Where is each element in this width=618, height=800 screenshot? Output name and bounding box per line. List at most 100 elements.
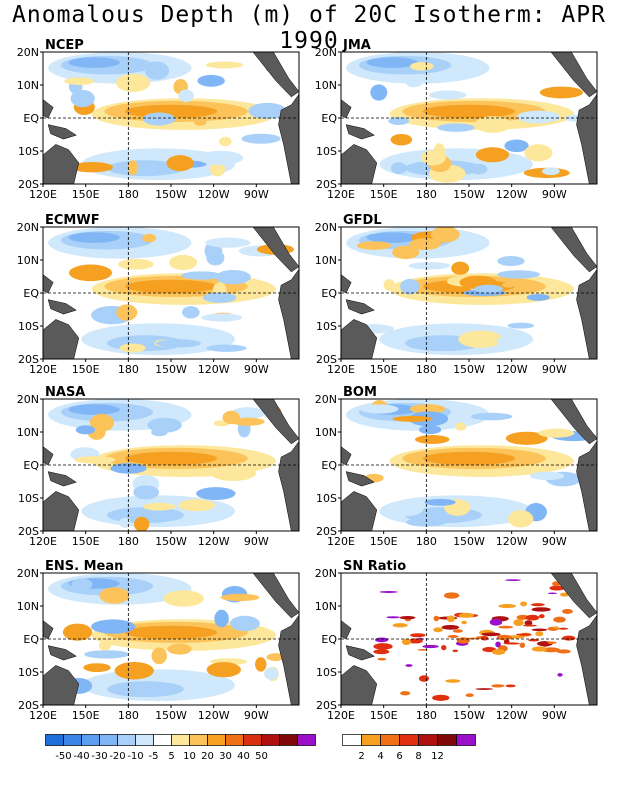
x-tick-label: 150E [72, 535, 100, 548]
anomaly-contour [491, 684, 505, 688]
anomaly-contour [456, 637, 471, 644]
x-tick-label: 120W [198, 535, 230, 548]
anomaly-contour [229, 615, 260, 632]
anomaly-contour [557, 673, 563, 677]
x-tick-label: 120W [496, 709, 528, 722]
anomaly-contour [193, 118, 207, 126]
x-tick-label: 150W [155, 535, 187, 548]
anomaly-contour [151, 427, 168, 437]
x-tick-label: 90W [244, 363, 269, 376]
anomaly-contour [99, 587, 130, 604]
anomaly-contour [556, 649, 571, 654]
sn-ratio-colorbar: 2 4 6 8 12 [342, 734, 476, 762]
panel-title: BOM [343, 385, 377, 400]
anomaly-contour [91, 619, 136, 634]
colorbar-label: -30 [91, 751, 107, 762]
y-tick-label: 10S [316, 320, 337, 333]
land-mass [47, 124, 77, 140]
y-tick-label: 20N [17, 567, 39, 580]
panel-title: SN Ratio [343, 559, 406, 574]
anomaly-contour [401, 638, 411, 645]
map-panel: 120E 150E 180 150W 120W 90W 20N 10N EQ 10S 20S ENS.… [0, 553, 316, 725]
anomaly-contour [392, 415, 433, 422]
anomaly-contour [70, 89, 95, 108]
anomaly-contour [474, 284, 503, 294]
land-mass [576, 93, 597, 184]
anomaly-contour [496, 336, 516, 346]
anomaly-contour [71, 578, 93, 591]
land-mass [47, 645, 77, 661]
anomaly-contour [433, 615, 440, 622]
y-tick-label: EQ [23, 287, 39, 300]
anomaly-contour [383, 279, 395, 291]
anomaly-contour [410, 633, 426, 638]
colorbar-label: 2 [358, 751, 364, 762]
y-tick-label: 10N [315, 426, 337, 439]
anomaly-contour [424, 498, 456, 506]
map-panel: 120E 150E 180 150W 120W 90W 20N 10N EQ 10S 20S JMA [298, 32, 614, 204]
anomaly-contour [519, 642, 526, 648]
anomaly-contour [437, 123, 475, 132]
map-svg: 120E 150E 180 150W 120W 90W 20N 10N EQ 10S 20S ECMW… [17, 213, 300, 376]
anomaly-contour [178, 89, 194, 102]
anomaly-contour [560, 592, 570, 597]
x-tick-label: 150E [72, 188, 100, 201]
anomaly-contour [522, 624, 537, 627]
land-mass [345, 471, 375, 487]
colorbar-label: -5 [149, 751, 159, 762]
y-tick-label: EQ [23, 459, 39, 472]
anomaly-contour [366, 232, 418, 243]
anomaly-contour [133, 485, 160, 500]
x-tick-label: 120W [496, 535, 528, 548]
colorbar-label: -40 [73, 751, 89, 762]
anomaly-contour [433, 627, 443, 633]
y-tick-label: 10S [316, 666, 337, 679]
colorbar-label: -50 [55, 751, 71, 762]
colorbar-label: -20 [109, 751, 125, 762]
land-mass [576, 614, 597, 705]
colorbar-swatch [243, 734, 262, 746]
anomaly-contour [432, 694, 450, 701]
land-mass [43, 491, 80, 531]
anomaly-contour [531, 607, 551, 612]
anomaly-contour [497, 270, 540, 279]
anomaly-contour [526, 293, 550, 301]
x-tick-label: 120E [29, 709, 57, 722]
panel-title: ENS. Mean [45, 559, 123, 574]
anomaly-contour [491, 649, 506, 655]
anomaly-contour [144, 61, 170, 80]
x-tick-label: 120E [327, 709, 355, 722]
y-tick-label: 10S [316, 145, 337, 158]
colorbar-label: 30 [219, 751, 232, 762]
anomaly-contour [420, 149, 446, 166]
anomaly-contour [528, 638, 539, 642]
map-panel: 120E 150E 180 150W 120W 90W 20N 10N EQ 10S 20S SN R… [298, 553, 614, 725]
anomaly-contour [498, 604, 517, 609]
anomaly-contour [504, 139, 529, 153]
colorbar-swatch [399, 734, 419, 746]
anomaly-contour [409, 404, 446, 414]
anomaly-contour [395, 499, 424, 516]
x-tick-label: 180 [416, 535, 437, 548]
y-tick-label: EQ [23, 112, 39, 125]
x-tick-label: 120E [327, 535, 355, 548]
anomaly-contour [400, 691, 411, 696]
y-tick-label: 20S [18, 525, 39, 538]
anomaly-contour [495, 641, 501, 648]
anomaly-contour [68, 57, 120, 68]
anomaly-contour [553, 616, 566, 623]
x-tick-label: 150W [453, 188, 485, 201]
x-tick-label: 120W [198, 709, 230, 722]
x-tick-label: 180 [118, 709, 139, 722]
x-tick-label: 120W [496, 363, 528, 376]
anomaly-contour [516, 110, 561, 124]
x-tick-label: 150E [370, 709, 398, 722]
x-tick-label: 120W [198, 363, 230, 376]
x-tick-label: 180 [416, 363, 437, 376]
anomaly-contour [422, 451, 516, 465]
anomaly-contour [356, 241, 392, 250]
y-tick-label: 10N [17, 600, 39, 613]
anomaly-contour [470, 412, 513, 421]
anomaly-contour [458, 330, 503, 348]
anomaly-contour [507, 322, 535, 329]
